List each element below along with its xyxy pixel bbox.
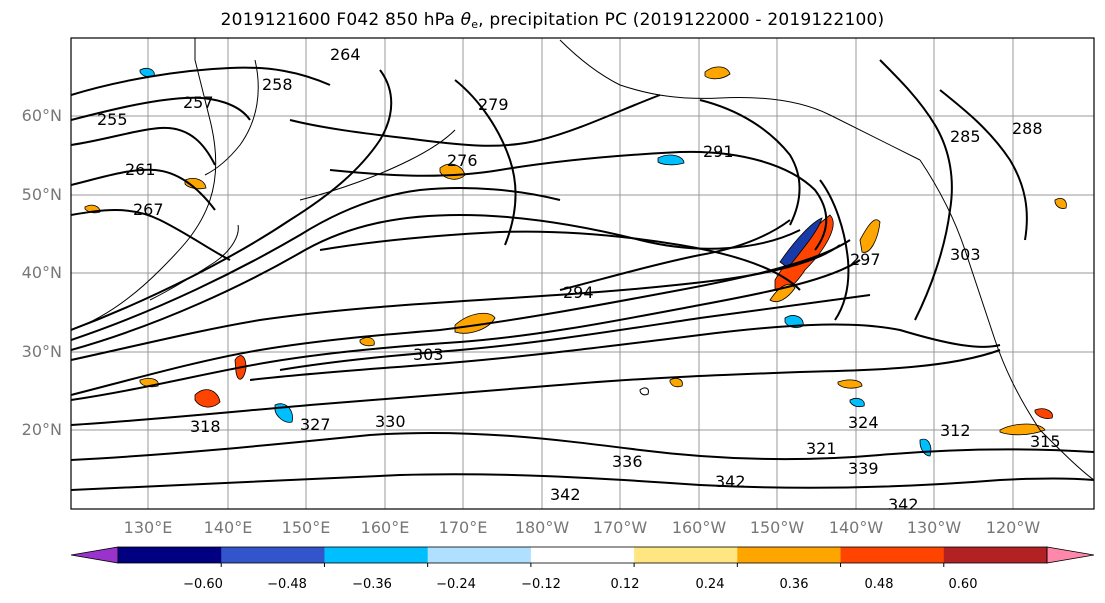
lon-label: 140°E — [203, 518, 253, 537]
colorbar-right-extension — [1046, 546, 1095, 564]
contour-label: 303 — [413, 345, 444, 364]
colorbar-tick-label: −0.60 — [183, 577, 223, 592]
contour-label: 279 — [478, 95, 509, 114]
lon-label: 160°W — [671, 518, 727, 537]
coastline-japan — [149, 224, 239, 301]
colorbar-tick-label: 0.48 — [864, 577, 894, 592]
lon-label: 130°W — [906, 518, 962, 537]
contour-label: 257 — [183, 93, 214, 112]
colorbar-cell — [737, 547, 842, 563]
colorbar-cell — [840, 547, 945, 563]
colorbar-cell — [118, 547, 222, 563]
colorbar-cell — [634, 547, 738, 563]
lon-label: 150°W — [749, 518, 805, 537]
contour-label: 276 — [447, 151, 478, 170]
contour-label: 324 — [848, 413, 879, 432]
contour-label: 312 — [940, 421, 971, 440]
precip-patch — [859, 219, 881, 253]
lon-label: 160°E — [360, 518, 410, 537]
contour-label: 288 — [1012, 119, 1043, 138]
contour-label: 342 — [715, 472, 746, 491]
precip-patch — [184, 178, 207, 190]
contour-label: 318 — [190, 417, 221, 436]
lat-label: 20°N — [21, 420, 62, 439]
contour-label: 255 — [97, 110, 128, 129]
colorbar-tick-label: −0.12 — [521, 577, 561, 592]
theta-e-contours — [71, 59, 1094, 491]
coastline-asia — [71, 38, 217, 331]
colorbar-cell — [427, 547, 532, 563]
contour-label: 258 — [262, 75, 293, 94]
precip-patch — [454, 312, 496, 334]
colorbar — [70, 546, 1095, 567]
colorbar-left-extension — [70, 546, 119, 564]
lon-label: 170°E — [438, 518, 488, 537]
colorbar-tick-label: 0.36 — [779, 577, 809, 592]
precip-shading — [84, 66, 1067, 457]
lat-label: 60°N — [21, 106, 62, 125]
contour-labels: 264 255 257 258 261 267 276 279 291 294 … — [97, 45, 1061, 514]
colorbar-tick-label: 0.60 — [948, 577, 978, 592]
contour-label: 330 — [375, 412, 406, 431]
coastline-alaska — [559, 39, 921, 161]
lon-label: 120°W — [985, 518, 1041, 537]
precip-patch — [837, 379, 863, 389]
colorbar-cell — [943, 547, 1048, 563]
contour-label: 336 — [612, 452, 643, 471]
contour-label: 267 — [133, 200, 164, 219]
contour-label: 342 — [550, 485, 581, 504]
lon-label: 140°W — [828, 518, 884, 537]
precip-patch — [849, 398, 865, 408]
colorbar-tick-label: −0.48 — [267, 577, 307, 592]
contour-label: 315 — [1030, 432, 1061, 451]
contour-label: 294 — [563, 283, 594, 302]
lon-label: 150°E — [281, 518, 331, 537]
contour-label: 261 — [125, 160, 156, 179]
lat-label: 50°N — [21, 185, 62, 204]
precip-patch — [779, 217, 823, 269]
contour-label: 297 — [850, 250, 881, 269]
contour-label: 285 — [950, 127, 981, 146]
colorbar-cell — [530, 547, 635, 563]
colorbar-tick-label: 0.12 — [610, 577, 640, 592]
lon-label: 170°W — [592, 518, 648, 537]
contour-label: 321 — [806, 439, 837, 458]
coastlines — [71, 38, 1094, 481]
precip-patch — [1054, 198, 1067, 209]
contour-label: 264 — [330, 45, 361, 64]
colorbar-tick-label: −0.36 — [352, 577, 392, 592]
lat-label: 30°N — [21, 342, 62, 361]
contour-label: 342 — [888, 495, 919, 514]
precip-patch — [359, 337, 375, 347]
coastline-kamchatka — [204, 59, 259, 176]
contour-label: 339 — [848, 459, 879, 478]
colorbar-tick-label: −0.24 — [436, 577, 476, 592]
precip-patch — [1034, 408, 1053, 419]
map-frame-border — [70, 37, 1095, 510]
colorbar-cell — [221, 547, 325, 563]
colorbar-cell — [324, 547, 429, 563]
precip-patch — [657, 154, 685, 166]
coastline-na-west — [919, 159, 1094, 481]
lat-label: 40°N — [21, 263, 62, 282]
precip-patch — [999, 423, 1046, 436]
map-title: 2019121600 F042 850 hPa θe, precipitatio… — [220, 10, 885, 31]
lon-label: 180°W — [514, 518, 570, 537]
coastline-hawaii — [639, 387, 649, 396]
contour-label: 303 — [950, 245, 981, 264]
lon-label: 130°E — [123, 518, 173, 537]
colorbar-tick-label: 0.24 — [695, 577, 725, 592]
precip-patch — [704, 66, 731, 80]
contour-label: 327 — [300, 415, 331, 434]
contour-label: 291 — [703, 142, 734, 161]
precip-patch — [194, 389, 221, 408]
precip-patch — [669, 378, 683, 388]
